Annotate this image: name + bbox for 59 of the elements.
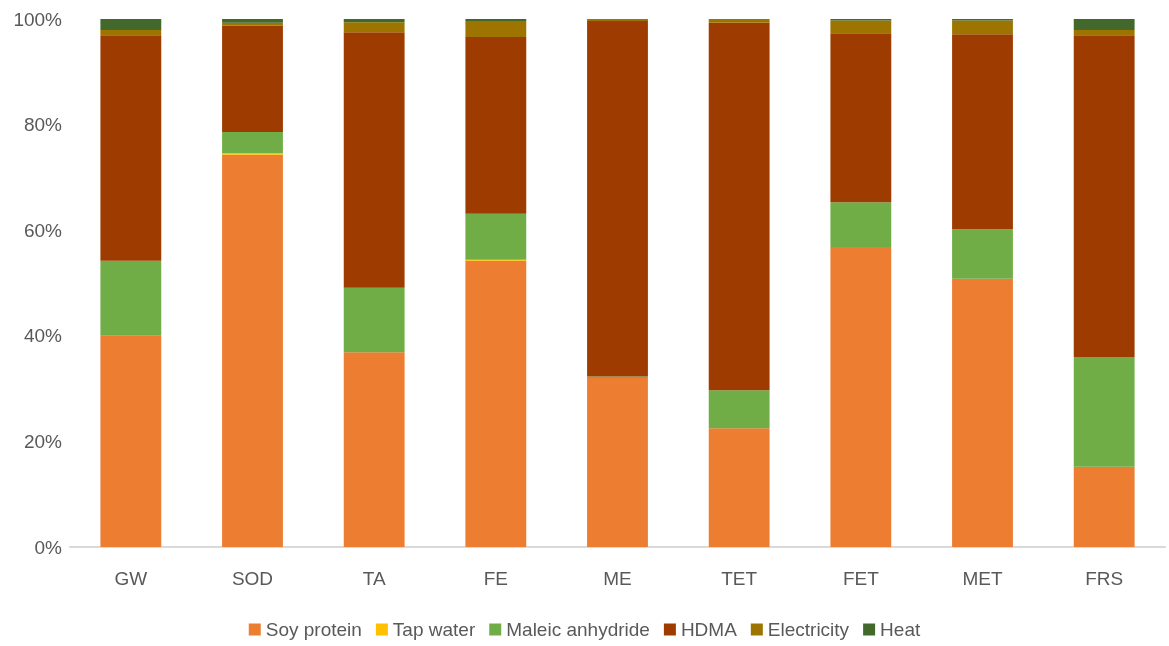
bar <box>1073 19 1135 31</box>
bar <box>343 352 405 547</box>
y-tick-label: 40% <box>23 325 63 347</box>
legend-label: Soy protein <box>265 619 362 640</box>
bar <box>708 428 770 547</box>
bar <box>222 131 283 154</box>
bar <box>343 22 405 33</box>
bar <box>587 378 648 547</box>
bar <box>100 335 162 547</box>
bar <box>708 390 770 429</box>
bar <box>465 260 527 547</box>
bar <box>343 19 405 23</box>
bar <box>830 202 892 248</box>
y-tick-label: 60% <box>23 219 63 241</box>
legend-label: Heat <box>880 619 921 640</box>
bar <box>952 229 1013 279</box>
x-tick-label: FET <box>842 568 880 589</box>
bar <box>100 30 162 36</box>
bar <box>222 154 283 547</box>
x-tick-label: TET <box>721 568 758 589</box>
bar <box>465 36 527 214</box>
bar <box>708 19 770 23</box>
x-tick-label: FRS <box>1085 568 1124 589</box>
bar <box>830 33 892 203</box>
x-tick-label: GW <box>114 568 148 589</box>
bar <box>1073 466 1135 547</box>
bar <box>587 21 648 377</box>
bar <box>1073 35 1135 357</box>
bar <box>343 32 405 288</box>
bar <box>587 19 648 22</box>
y-tick-label: 0% <box>34 536 63 558</box>
x-tick-label: ME <box>603 568 632 589</box>
bar <box>465 19 527 22</box>
legend-label: HDMA <box>680 619 738 640</box>
bar <box>100 260 162 336</box>
legend-label: Electricity <box>767 619 850 640</box>
bar <box>100 19 162 31</box>
x-tick-label: FE <box>483 568 508 589</box>
y-tick-label: 20% <box>23 430 63 452</box>
bar <box>465 213 527 260</box>
bar <box>952 34 1013 230</box>
bar <box>465 21 527 37</box>
legend-label: Tap water <box>392 619 476 640</box>
bar <box>830 20 892 34</box>
bar <box>952 278 1013 547</box>
bar <box>708 22 770 391</box>
x-tick-label: MET <box>962 568 1003 589</box>
legend-label: Maleic anhydride <box>506 619 650 640</box>
bar <box>343 287 405 353</box>
bar <box>830 247 892 547</box>
y-tick-label: 80% <box>23 114 63 136</box>
x-tick-label: TA <box>362 568 386 589</box>
bar <box>1073 30 1135 36</box>
bar <box>222 25 283 132</box>
x-tick-label: SOD <box>231 568 274 589</box>
bar <box>952 20 1013 35</box>
y-tick-label: 100% <box>13 8 63 30</box>
bar <box>100 35 162 261</box>
bar <box>1073 356 1135 467</box>
